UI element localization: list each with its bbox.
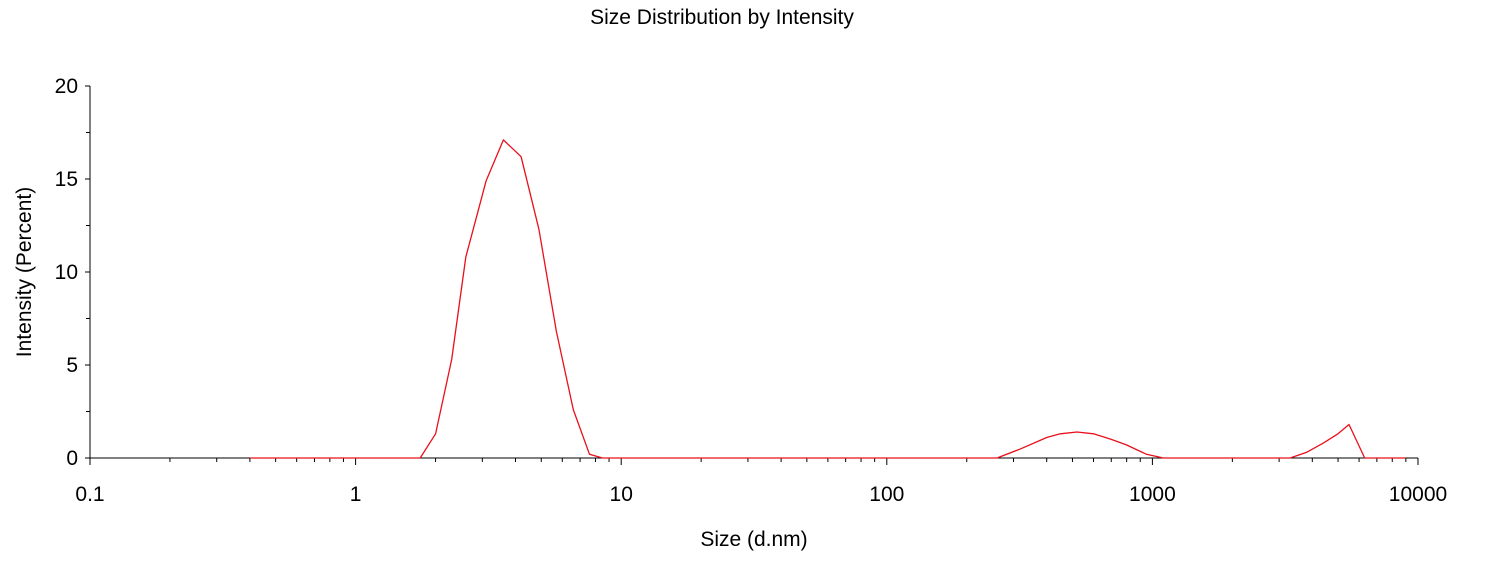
data-point bbox=[589, 454, 590, 455]
x-tick-label: 1 bbox=[350, 483, 362, 506]
data-point bbox=[1182, 457, 1183, 458]
data-point bbox=[966, 457, 967, 458]
data-point bbox=[806, 457, 807, 458]
data-point bbox=[1093, 433, 1094, 434]
data-point bbox=[556, 331, 557, 332]
y-tick-label: 10 bbox=[55, 261, 78, 284]
data-point bbox=[1279, 457, 1280, 458]
data-point bbox=[1060, 433, 1061, 434]
data-point bbox=[1306, 452, 1307, 453]
data-point bbox=[296, 457, 297, 458]
data-point bbox=[1405, 457, 1406, 458]
x-axis-label: Size (d.nm) bbox=[700, 528, 807, 551]
y-tick-label: 15 bbox=[55, 168, 78, 191]
chart-title: Size Distribution by Intensity bbox=[590, 6, 854, 29]
data-point bbox=[1146, 454, 1147, 455]
series-line-1 bbox=[249, 139, 1406, 459]
y-tick-label: 20 bbox=[55, 75, 78, 98]
data-point bbox=[249, 457, 250, 458]
data-point bbox=[486, 180, 487, 181]
x-tick-label: 1000 bbox=[1129, 483, 1176, 506]
y-axis-label: Intensity (Percent) bbox=[13, 187, 36, 357]
y-ticks bbox=[85, 85, 90, 459]
data-point bbox=[1046, 437, 1047, 438]
data-point bbox=[1232, 457, 1233, 458]
data-point bbox=[1348, 424, 1349, 425]
data-point bbox=[886, 457, 887, 458]
data-point bbox=[1163, 457, 1164, 458]
data-point bbox=[521, 156, 522, 157]
x-ticks bbox=[89, 458, 1419, 465]
data-point bbox=[701, 457, 702, 458]
x-tick-label: 10 bbox=[610, 483, 633, 506]
data-point bbox=[503, 139, 504, 140]
data-point bbox=[1126, 444, 1127, 445]
y-tick-labels: 0 5 10 15 20 bbox=[55, 75, 78, 470]
y-tick-label: 0 bbox=[66, 447, 78, 470]
data-point bbox=[1364, 457, 1365, 458]
x-tick-labels: 0.1 1 10 100 1000 10000 bbox=[75, 483, 1447, 506]
data-point bbox=[538, 229, 539, 230]
x-tick-label: 100 bbox=[869, 483, 904, 506]
data-point bbox=[451, 359, 452, 360]
data-point bbox=[1323, 443, 1324, 444]
data-point bbox=[1076, 431, 1077, 432]
data-point bbox=[1111, 439, 1112, 440]
data-point bbox=[573, 409, 574, 410]
data-point bbox=[402, 457, 403, 458]
data-point bbox=[1337, 433, 1338, 434]
data-point bbox=[1376, 457, 1377, 458]
data-point bbox=[420, 457, 421, 458]
data-point bbox=[602, 457, 603, 458]
x-tick-label: 10000 bbox=[1389, 483, 1447, 506]
x-tick-label: 0.1 bbox=[75, 483, 104, 506]
data-point bbox=[621, 457, 622, 458]
data-point bbox=[996, 457, 997, 458]
data-point bbox=[355, 457, 356, 458]
axes: 0.1 1 10 100 1000 10000 0 5 10 15 20 bbox=[55, 75, 1448, 506]
series-layer bbox=[249, 139, 1406, 459]
data-point bbox=[1290, 457, 1291, 458]
data-point bbox=[435, 433, 436, 434]
data-point bbox=[1020, 448, 1021, 449]
y-tick-label: 5 bbox=[66, 354, 78, 377]
data-point bbox=[465, 257, 466, 258]
